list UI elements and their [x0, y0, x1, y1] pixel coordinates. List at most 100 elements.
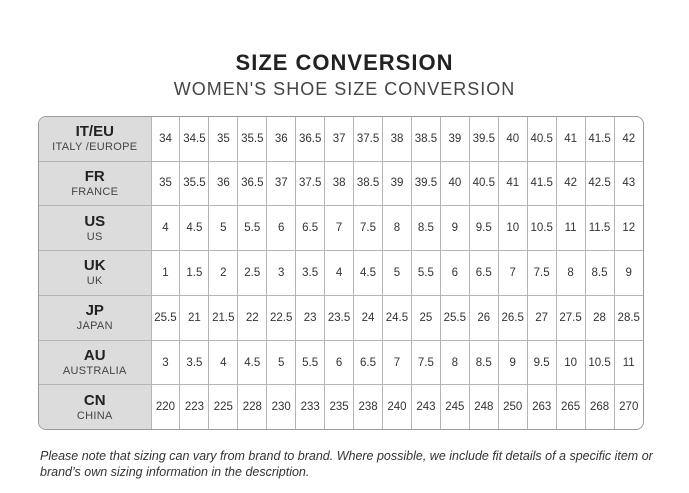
size-cell: 9.5 — [526, 339, 557, 386]
row-header: UK UK — [39, 250, 152, 296]
table-row: CN CHINA 220 223 225 228 230 233 235 238 240 243 245… — [39, 384, 643, 429]
region-name: UK — [86, 275, 103, 288]
size-cell: 240 — [382, 384, 412, 429]
size-cell: 41.5 — [526, 160, 557, 207]
size-cell: 22 — [237, 294, 268, 341]
size-cell: 3 — [266, 250, 297, 296]
size-cell: 39.5 — [410, 160, 441, 207]
size-cell: 10.5 — [584, 339, 615, 386]
region-name: FRANCE — [71, 185, 119, 198]
table-row: AU AUSTRALIA 3 3.5 4 4.5 5 5.5 6 6.5 7 7.5 8 8.5 9 9.5 1… — [39, 339, 643, 386]
region-code: US — [84, 212, 106, 230]
size-cell: 9 — [497, 339, 528, 386]
size-cell: 3.5 — [295, 250, 326, 296]
size-cell: 4 — [324, 250, 355, 296]
size-cell: 34 — [150, 117, 181, 162]
row-header: FR FRANCE — [39, 160, 152, 207]
size-cell: 39 — [382, 160, 412, 207]
size-conversion-table: IT/EU ITALY /EUROPE 34 34.5 35 35.5 36 36.5 37 37… — [39, 117, 643, 429]
size-cell: 28 — [584, 294, 615, 341]
region-name: ITALY /EUROPE — [52, 141, 138, 154]
size-cell: 4 — [150, 205, 181, 252]
region-code: CN — [83, 391, 106, 409]
size-cell: 21 — [179, 294, 210, 341]
size-cell: 23 — [295, 294, 326, 341]
region-code: FR — [84, 167, 105, 185]
table-row: US US 4 4.5 5 5.5 6 6.5 7 7.5 8 8.5 9 9.5 10 10.5 11 11.5… — [39, 205, 643, 252]
size-cell: 35.5 — [237, 117, 268, 162]
row-header: US US — [39, 205, 152, 252]
size-cell: 40.5 — [468, 160, 499, 207]
size-cell: 12 — [613, 205, 643, 252]
size-cell: 245 — [439, 384, 470, 429]
size-cell: 6.5 — [295, 205, 326, 252]
size-cell: 4.5 — [353, 250, 383, 296]
size-cell: 35 — [150, 160, 181, 207]
size-cell: 34.5 — [179, 117, 210, 162]
size-cell: 39 — [439, 117, 470, 162]
size-cell: 24 — [353, 294, 383, 341]
size-cell: 5.5 — [237, 205, 268, 252]
size-cell: 25.5 — [439, 294, 470, 341]
sizing-note: Please note that sizing can vary from br… — [40, 449, 653, 479]
region-name: US — [86, 230, 103, 243]
size-cell: 36.5 — [295, 117, 326, 162]
size-cell: 38.5 — [410, 117, 441, 162]
size-cell: 248 — [468, 384, 499, 429]
size-cell: 6 — [324, 339, 355, 386]
size-cell: 42.5 — [584, 160, 615, 207]
size-cell: 5.5 — [410, 250, 441, 296]
size-cell: 9 — [613, 250, 643, 296]
size-cell: 25.5 — [150, 294, 181, 341]
table-row: JP JAPAN 25.5 21 21.5 22 22.5 23 23.5 24 24.5 25 25.… — [39, 294, 643, 341]
size-cell: 8 — [555, 250, 586, 296]
size-cell: 270 — [613, 384, 643, 429]
size-cell: 26 — [468, 294, 499, 341]
size-cell: 24.5 — [382, 294, 412, 341]
size-cell: 265 — [555, 384, 586, 429]
size-cell: 5 — [266, 339, 297, 386]
size-cell: 11.5 — [584, 205, 615, 252]
size-cell: 35.5 — [179, 160, 210, 207]
region-code: AU — [83, 347, 106, 364]
size-cell: 5 — [382, 250, 412, 296]
size-table-body: IT/EU ITALY /EUROPE 34 34.5 35 35.5 36 36.5 37 37… — [39, 117, 643, 429]
region-code: JP — [85, 302, 104, 320]
size-cell: 268 — [584, 384, 615, 429]
size-cell: 28.5 — [613, 294, 643, 341]
size-cell: 8.5 — [410, 205, 441, 252]
size-cell: 9 — [439, 205, 470, 252]
region-name: CHINA — [76, 409, 113, 422]
size-cell: 43 — [613, 160, 643, 207]
size-cell: 7 — [497, 250, 528, 296]
size-cell: 6.5 — [468, 250, 499, 296]
size-cell: 3 — [150, 339, 181, 386]
size-cell: 10 — [497, 205, 528, 252]
size-cell: 230 — [266, 384, 297, 429]
size-cell: 38 — [324, 160, 355, 207]
size-cell: 36.5 — [237, 160, 268, 207]
size-cell: 5 — [208, 205, 239, 252]
row-header: JP JAPAN — [39, 294, 152, 341]
size-cell: 223 — [179, 384, 210, 429]
size-cell: 41.5 — [584, 117, 615, 162]
size-table-container: IT/EU ITALY /EUROPE 34 34.5 35 35.5 36 36.5 37 37… — [38, 116, 644, 430]
size-cell: 225 — [208, 384, 239, 429]
size-cell: 21.5 — [208, 294, 239, 341]
region-code: UK — [83, 257, 106, 275]
size-cell: 8 — [439, 339, 470, 386]
size-cell: 243 — [410, 384, 441, 429]
size-cell: 3.5 — [179, 339, 210, 386]
size-cell: 233 — [295, 384, 326, 429]
size-cell: 42 — [555, 160, 586, 207]
size-cell: 5.5 — [295, 339, 326, 386]
size-cell: 8 — [382, 205, 412, 252]
size-cell: 6 — [439, 250, 470, 296]
size-cell: 38.5 — [353, 160, 383, 207]
size-cell: 235 — [324, 384, 355, 429]
size-cell: 27.5 — [555, 294, 586, 341]
size-cell: 6.5 — [353, 339, 383, 386]
size-cell: 1 — [150, 250, 181, 296]
size-cell: 4.5 — [237, 339, 268, 386]
